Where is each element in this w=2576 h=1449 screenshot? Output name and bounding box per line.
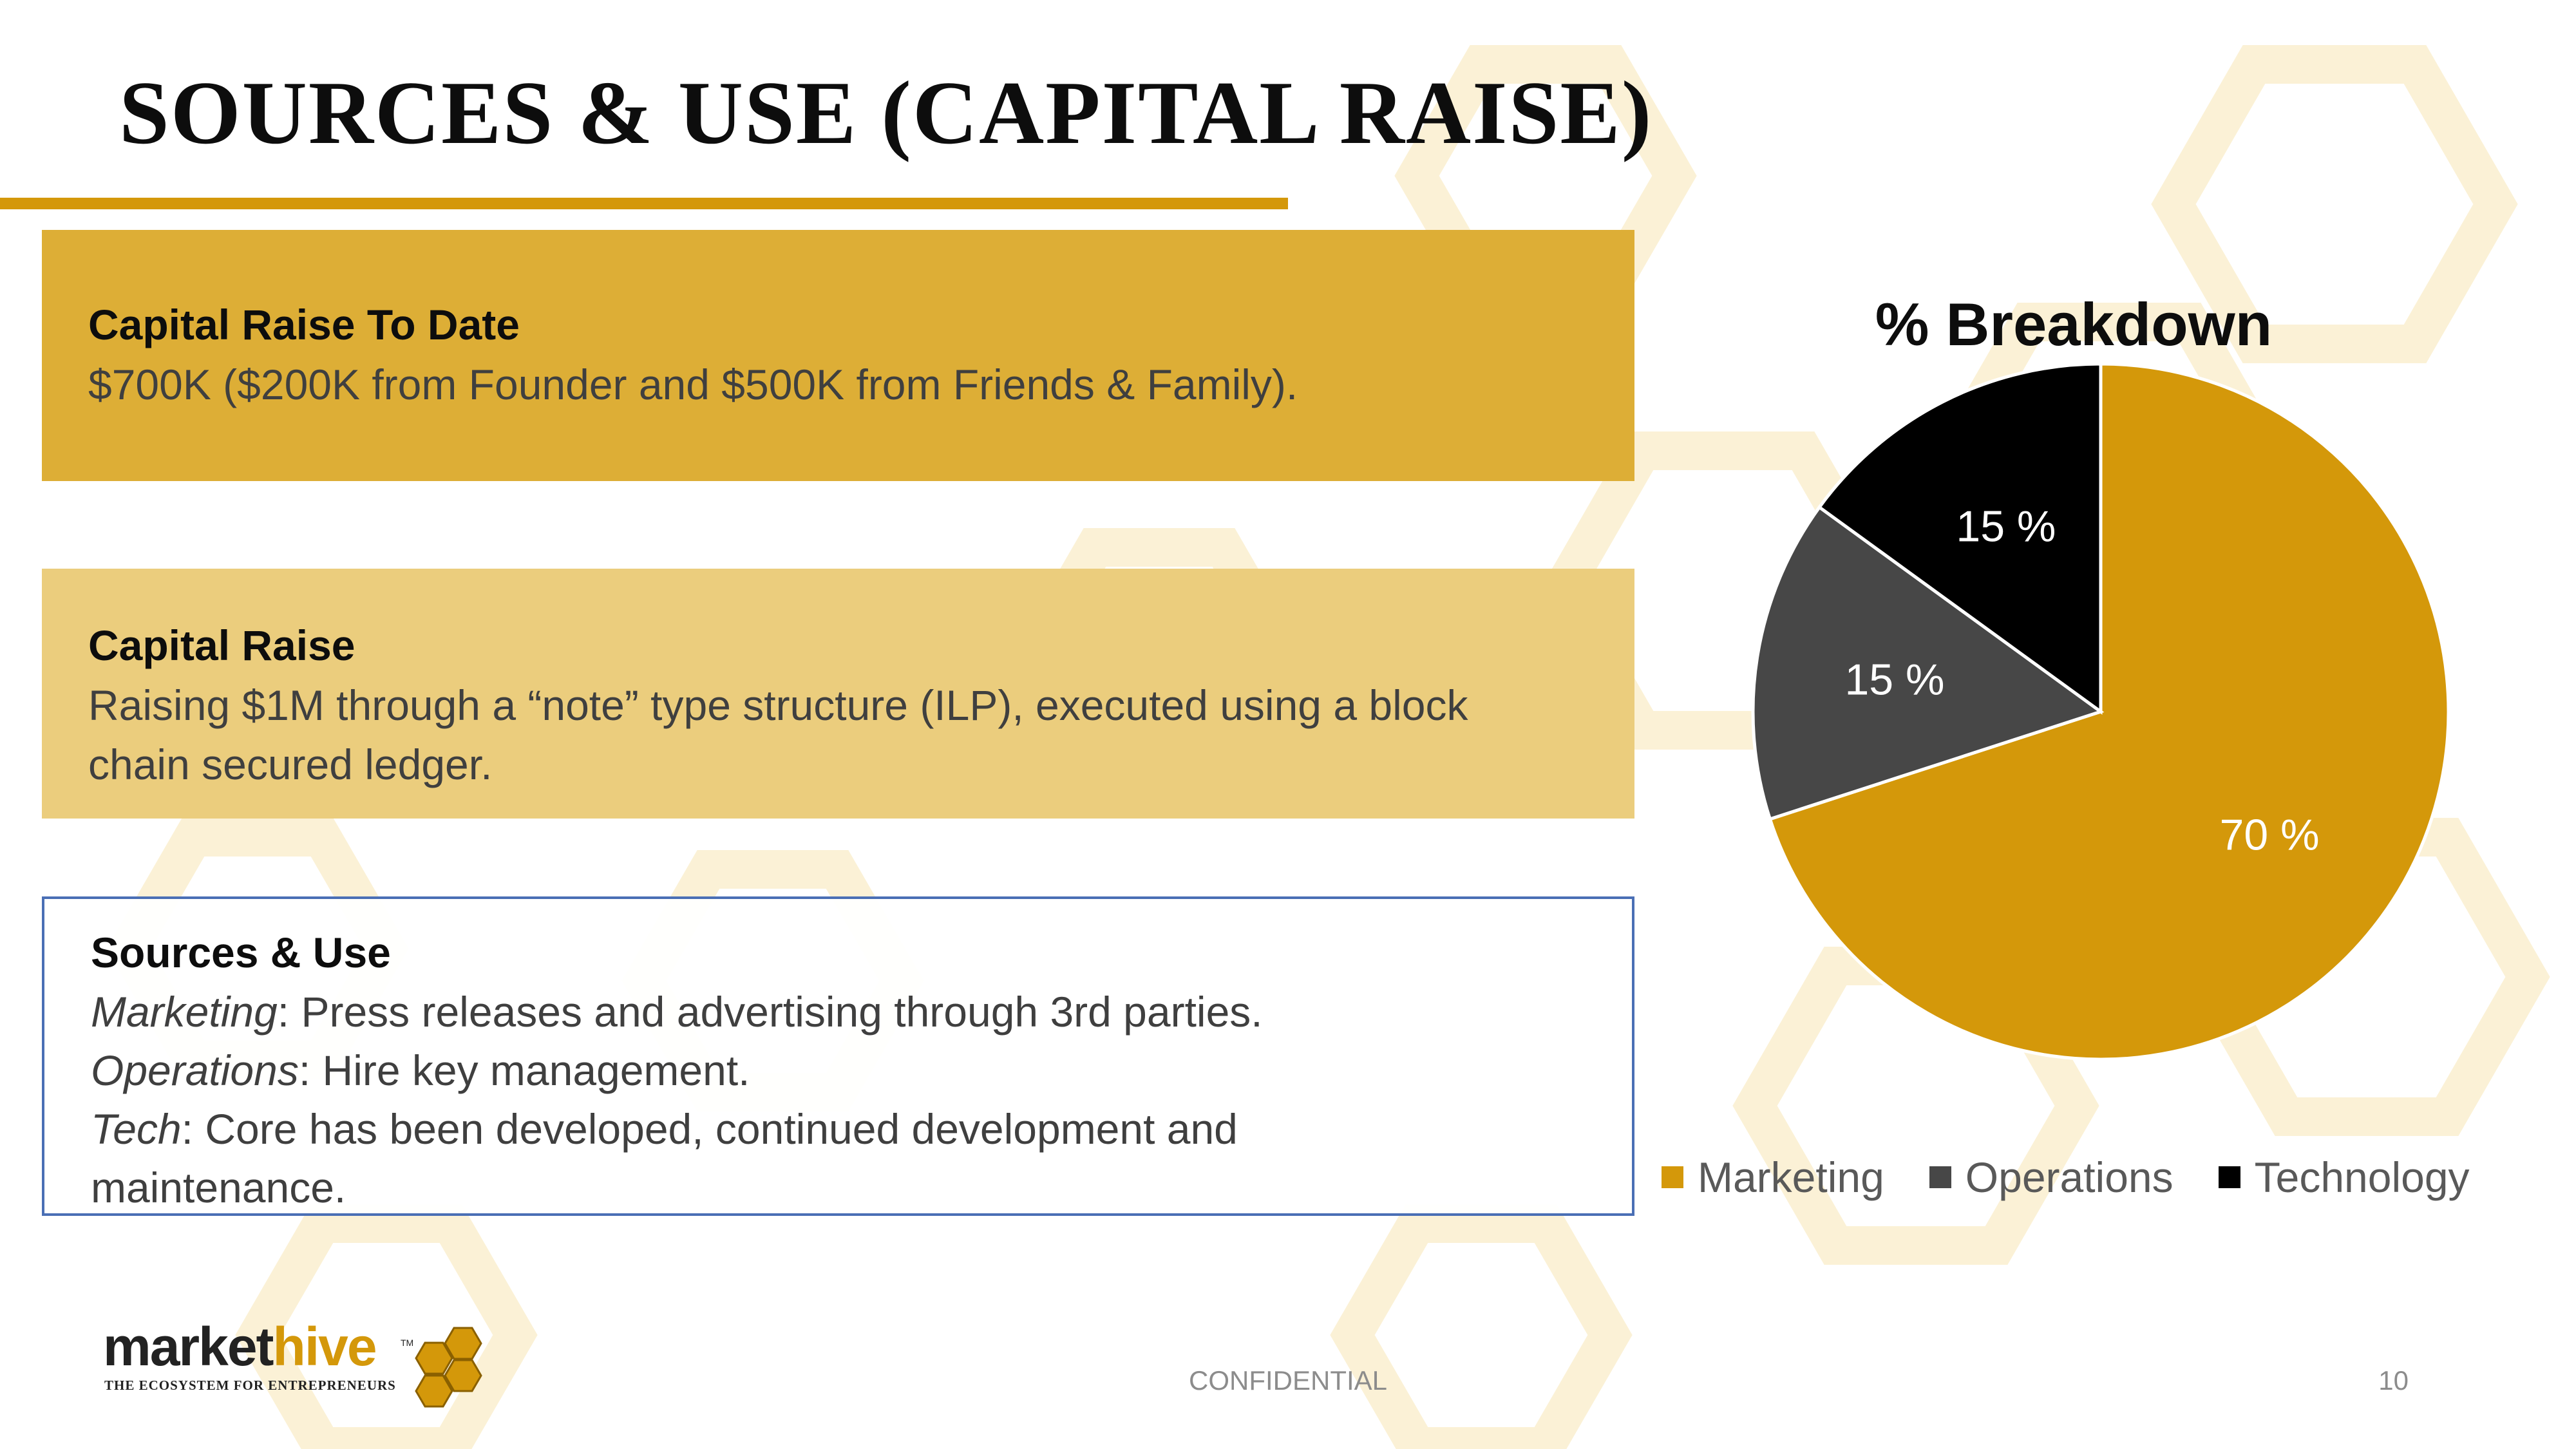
breakdown-pie-chart: 70 % 15 % 15 % [1751, 362, 2450, 1061]
sources-use-text: : Press releases and advertising through… [277, 988, 1263, 1036]
pie-slice-technology [1817, 362, 2103, 715]
logo-wordmark-dark: market [103, 1316, 274, 1377]
pie-slice-operations [1751, 505, 2105, 822]
sources-use-text: : Hire key management. [298, 1046, 750, 1094]
pie-data-label-operations: 15 % [1844, 655, 1944, 704]
sources-use-item-operations: Operations: Hire key management. [91, 1041, 1586, 1100]
confidential-footer: CONFIDENTIAL [1188, 1365, 1388, 1396]
title-underline [0, 198, 1288, 209]
sources-use-term: Tech [91, 1105, 182, 1153]
capital-raise-heading: Capital Raise [88, 621, 355, 669]
markethive-logo: markethive TM THE ECOSYSTEM FOR ENTREPRE… [103, 1316, 482, 1408]
page-number: 10 [2378, 1365, 2409, 1396]
sources-use-item-marketing: Marketing: Press releases and advertisin… [91, 983, 1586, 1041]
legend-swatch [2218, 1166, 2240, 1188]
slide-title: SOURCES & USE (CAPITAL RAISE) [119, 63, 1653, 163]
sources-use-continuation: maintenance. [91, 1164, 346, 1211]
legend-item-technology: Technology [2218, 1153, 2470, 1202]
sources-and-use-box: Sources & Use Marketing: Press releases … [42, 896, 1634, 1216]
svg-text:markethive: markethive [103, 1316, 376, 1377]
sources-and-use-heading: Sources & Use [91, 929, 391, 976]
logo-wordmark-accent: hive [273, 1316, 376, 1377]
capital-raise-to-date-text: $700K ($200K from Founder and $500K from… [88, 361, 1298, 408]
legend-label: Marketing [1698, 1153, 1884, 1201]
chart-legend: Marketing Operations Technology [1662, 1153, 2563, 1202]
pie-data-label-technology: 15 % [1956, 502, 2056, 551]
logo-trademark: TM [401, 1338, 413, 1348]
pie-data-label-marketing: 70 % [2220, 810, 2320, 859]
honeycomb-icon [415, 1327, 482, 1408]
capital-raise-box: Capital Raise Raising $1M through a “not… [42, 569, 1634, 819]
capital-raise-to-date-heading: Capital Raise To Date [88, 301, 520, 348]
sources-use-text: : Core has been developed, continued dev… [181, 1105, 1238, 1153]
capital-raise-text-line-2: chain secured ledger. [88, 741, 493, 788]
legend-swatch [1929, 1166, 1951, 1188]
sources-use-term: Marketing [91, 988, 278, 1036]
chart-title: % Breakdown [1875, 290, 2273, 358]
capital-raise-to-date-box: Capital Raise To Date $700K ($200K from … [42, 230, 1634, 481]
legend-swatch [1662, 1166, 1683, 1188]
logo-tagline: THE ECOSYSTEM FOR ENTREPRENEURS [104, 1378, 396, 1393]
capital-raise-text-line-1: Raising $1M through a “note” type struct… [88, 681, 1468, 729]
legend-label: Technology [2254, 1153, 2470, 1201]
legend-item-operations: Operations [1929, 1153, 2174, 1202]
sources-use-term: Operations [91, 1046, 299, 1094]
legend-item-marketing: Marketing [1662, 1153, 1884, 1202]
legend-label: Operations [1965, 1153, 2174, 1201]
sources-use-item-tech: Tech: Core has been developed, continued… [91, 1100, 1586, 1159]
pie-slice-marketing [1768, 362, 2450, 1061]
